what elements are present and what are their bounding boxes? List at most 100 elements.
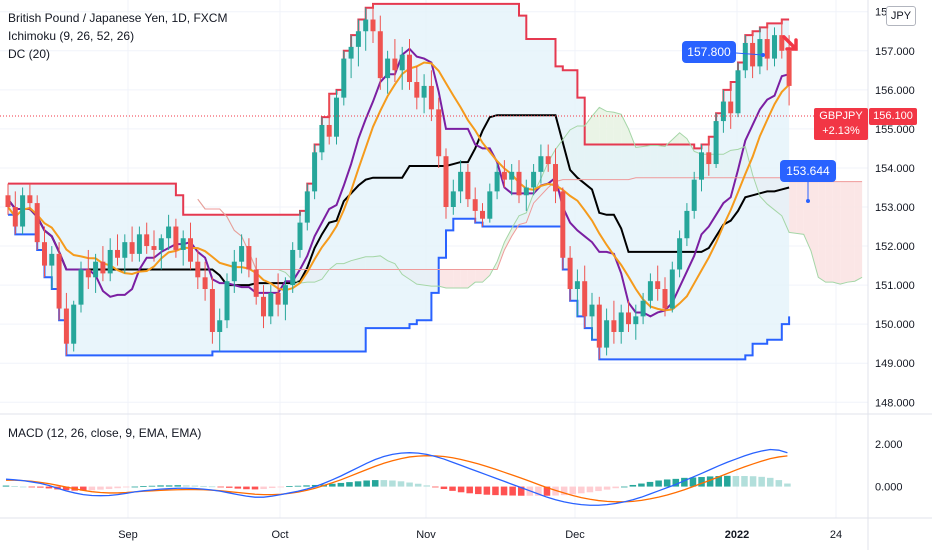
dc-legend[interactable]: DC (20)	[8, 47, 51, 61]
candle[interactable]	[494, 164, 500, 200]
candle[interactable]	[63, 292, 69, 356]
candle[interactable]	[764, 23, 770, 71]
candle[interactable]	[34, 195, 40, 250]
candle[interactable]	[158, 234, 164, 270]
candle[interactable]	[385, 50, 391, 94]
candle[interactable]	[421, 74, 427, 114]
candle[interactable]	[611, 300, 617, 344]
candle[interactable]	[71, 300, 77, 352]
candle[interactable]	[538, 144, 544, 184]
candle[interactable]	[501, 160, 507, 188]
candle[interactable]	[166, 214, 172, 250]
candle[interactable]	[728, 82, 734, 129]
candle[interactable]	[699, 144, 704, 192]
candle[interactable]	[706, 136, 712, 176]
candle[interactable]	[377, 15, 383, 90]
candle[interactable]	[363, 7, 369, 51]
candle[interactable]	[290, 242, 296, 293]
candle[interactable]	[414, 66, 420, 110]
candle[interactable]	[144, 222, 150, 254]
candle[interactable]	[136, 226, 142, 262]
candle[interactable]	[428, 70, 434, 122]
candle[interactable]	[582, 265, 588, 329]
candle[interactable]	[188, 222, 193, 270]
candle[interactable]	[129, 226, 135, 262]
candle[interactable]	[596, 296, 602, 360]
candle[interactable]	[647, 273, 653, 309]
candle[interactable]	[195, 249, 201, 290]
candle[interactable]	[742, 35, 748, 79]
candle[interactable]	[465, 164, 471, 207]
candle[interactable]	[720, 89, 726, 133]
candle[interactable]	[85, 249, 91, 290]
candle[interactable]	[20, 187, 26, 235]
candle[interactable]	[341, 50, 347, 106]
candle[interactable]	[217, 308, 223, 352]
candle[interactable]	[253, 257, 259, 305]
candle[interactable]	[209, 277, 215, 344]
candle[interactable]	[319, 117, 325, 161]
candle[interactable]	[5, 183, 11, 215]
candle[interactable]	[487, 183, 493, 223]
candle[interactable]	[640, 292, 646, 325]
candle[interactable]	[604, 308, 610, 356]
candle[interactable]	[458, 160, 464, 204]
candle[interactable]	[757, 27, 763, 75]
candle[interactable]	[334, 89, 339, 145]
candle[interactable]	[480, 203, 485, 227]
candle[interactable]	[12, 191, 18, 235]
candle[interactable]	[618, 304, 624, 344]
candle[interactable]	[180, 230, 186, 266]
candle[interactable]	[122, 234, 128, 274]
candle[interactable]	[436, 97, 442, 168]
candle[interactable]	[348, 35, 354, 79]
candle[interactable]	[275, 273, 281, 317]
candle[interactable]	[355, 19, 361, 67]
candle[interactable]	[246, 238, 252, 278]
candle[interactable]	[115, 234, 120, 266]
candle[interactable]	[268, 285, 274, 325]
candle[interactable]	[545, 144, 551, 172]
candle[interactable]	[326, 93, 332, 145]
candle[interactable]	[472, 187, 478, 223]
candle[interactable]	[27, 183, 33, 211]
candle[interactable]	[574, 269, 580, 317]
ichimoku-legend[interactable]: Ichimoku (9, 26, 52, 26)	[8, 29, 135, 43]
candle[interactable]	[56, 242, 62, 321]
candle[interactable]	[392, 39, 398, 83]
candle[interactable]	[282, 277, 288, 321]
candle[interactable]	[297, 210, 303, 258]
candle[interactable]	[151, 230, 157, 262]
candle[interactable]	[399, 46, 405, 90]
candle[interactable]	[93, 253, 99, 293]
candle[interactable]	[107, 238, 113, 282]
candle[interactable]	[443, 148, 449, 219]
candle[interactable]	[772, 27, 777, 67]
candle[interactable]	[655, 265, 661, 301]
candle[interactable]	[224, 273, 230, 329]
candle[interactable]	[173, 218, 179, 258]
candle[interactable]	[42, 226, 47, 278]
candle[interactable]	[589, 292, 595, 340]
candle[interactable]	[450, 179, 456, 215]
candle[interactable]	[560, 187, 566, 270]
macd-legend[interactable]: MACD (12, 26, close, 9, EMA, EMA)	[8, 426, 202, 440]
candle[interactable]	[78, 261, 84, 313]
candle[interactable]	[626, 300, 631, 332]
candle[interactable]	[779, 19, 785, 59]
candle[interactable]	[531, 164, 537, 196]
candle[interactable]	[684, 203, 690, 247]
candle[interactable]	[691, 171, 697, 219]
candle[interactable]	[49, 246, 55, 290]
candle[interactable]	[677, 230, 683, 278]
candle[interactable]	[231, 249, 237, 293]
currency-selector[interactable]: JPY	[886, 6, 916, 26]
candle[interactable]	[662, 277, 668, 317]
candle[interactable]	[261, 285, 266, 329]
candle[interactable]	[100, 246, 106, 282]
candle[interactable]	[509, 164, 515, 196]
candle[interactable]	[407, 39, 412, 90]
candle[interactable]	[523, 179, 529, 211]
candle[interactable]	[516, 160, 522, 204]
